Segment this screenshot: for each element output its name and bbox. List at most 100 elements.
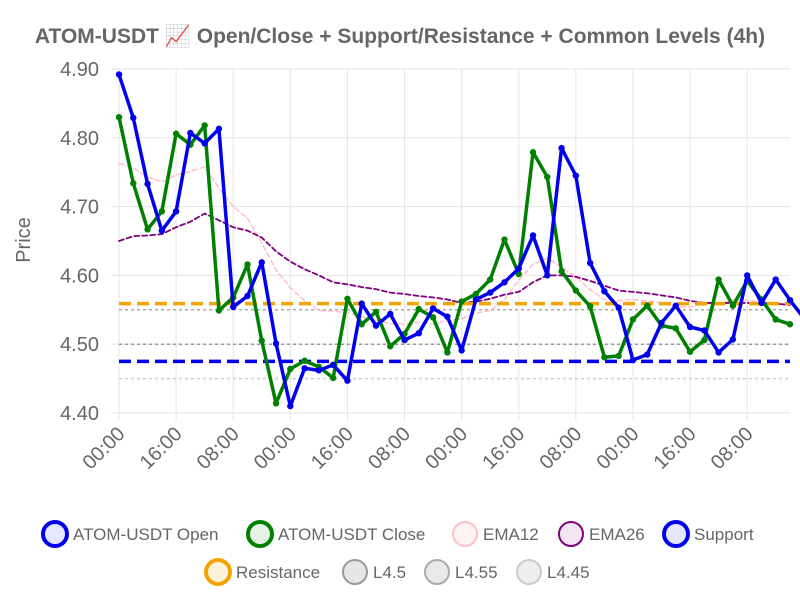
open-point [444, 313, 451, 320]
plot-area [115, 71, 800, 410]
close-point [558, 268, 565, 275]
open-point [715, 349, 722, 356]
close-point [130, 180, 137, 187]
x-tick-label: 00:00 [593, 423, 644, 474]
open-point [315, 367, 323, 374]
open-point [372, 322, 380, 329]
x-tick-label: 08:00 [364, 423, 415, 474]
legend-label: ATOM-USDT Open [73, 525, 218, 544]
open-point [301, 365, 308, 372]
open-point [272, 340, 280, 347]
open-point [158, 227, 166, 234]
close-point [244, 261, 251, 268]
open-point [501, 279, 508, 286]
ema26-line [118, 212, 791, 306]
open-point [287, 402, 294, 410]
close-point [372, 308, 380, 316]
x-tick-label: 00:00 [250, 423, 301, 474]
open-point [486, 289, 494, 296]
close-point [158, 208, 166, 215]
open-point [515, 265, 522, 272]
open-point [701, 327, 708, 334]
open-point [215, 125, 223, 133]
open-point [358, 300, 365, 307]
open-point [244, 292, 251, 300]
x-tick-label: 08:00 [535, 423, 586, 474]
close-point [772, 316, 779, 323]
close-point [287, 365, 294, 373]
legend-label: L4.45 [547, 563, 590, 582]
x-tick-label: 08:00 [193, 423, 244, 474]
close-point [258, 337, 265, 344]
close-point [615, 352, 622, 360]
x-tick-label: 16:00 [307, 423, 358, 474]
close-point [358, 321, 365, 328]
close-point [486, 276, 494, 283]
close-point [215, 307, 223, 314]
open-point [758, 299, 765, 307]
close-point [544, 173, 551, 181]
open-point [615, 304, 622, 311]
open-point [230, 303, 237, 311]
open-point [658, 319, 665, 327]
open-point [130, 114, 137, 122]
chart-title: ATOM-USDT 📈 Open/Close + Support/Resista… [35, 23, 765, 48]
open-point [601, 288, 608, 295]
close-point [387, 343, 394, 350]
close-point [686, 348, 694, 355]
close-point [272, 400, 280, 407]
open-point [586, 259, 594, 267]
close-point [501, 236, 508, 243]
close-point [472, 290, 480, 298]
legend-label: L4.55 [455, 563, 498, 582]
open-point [786, 296, 794, 304]
legend-label: L4.5 [373, 563, 406, 582]
close-point [444, 349, 451, 356]
y-tick-label: 4.90 [60, 59, 99, 81]
x-axis-ticks: 00:00 16:00 08:00 00:00 16:00 08:00 00:00 16:00… [79, 423, 758, 474]
legend-marker [662, 520, 690, 548]
close-point [115, 113, 123, 121]
open-point [672, 302, 679, 309]
close-point [301, 357, 308, 364]
close-point [586, 303, 594, 310]
close-point [172, 130, 180, 137]
legend-label: ATOM-USDT Close [278, 525, 425, 544]
legend-marker [342, 559, 368, 585]
close-point [701, 336, 708, 344]
open-point [558, 144, 565, 152]
open-point [172, 208, 180, 215]
open-point [772, 276, 779, 283]
y-tick-label: 4.80 [60, 128, 99, 150]
open-point [115, 71, 123, 78]
legend-label: EMA26 [589, 525, 645, 544]
legend-marker [516, 559, 542, 585]
legend-marker [424, 559, 450, 585]
x-tick-label: 16:00 [478, 423, 529, 474]
close-point [344, 295, 351, 302]
legend-marker [452, 521, 478, 547]
x-tick-label: 16:00 [650, 423, 701, 474]
open-point [572, 172, 580, 179]
open-line [117, 72, 800, 408]
open-point [144, 180, 151, 188]
y-axis-title: Price [13, 217, 35, 263]
open-point [415, 329, 423, 337]
legend-label: Support [694, 525, 754, 544]
legend-label: EMA12 [483, 525, 539, 544]
y-tick-label: 4.50 [60, 334, 99, 356]
open-point [429, 305, 437, 312]
open-point [329, 361, 337, 369]
open-point [458, 347, 465, 354]
open-point [187, 129, 194, 137]
open-point [472, 296, 480, 303]
x-tick-label: 16:00 [136, 423, 187, 474]
legend-marker [558, 521, 584, 547]
x-tick-label: 00:00 [421, 423, 472, 474]
close-point [715, 276, 722, 283]
x-tick-label: 00:00 [79, 423, 130, 474]
close-point [572, 287, 580, 294]
close-point [629, 316, 637, 323]
open-point [629, 356, 637, 364]
